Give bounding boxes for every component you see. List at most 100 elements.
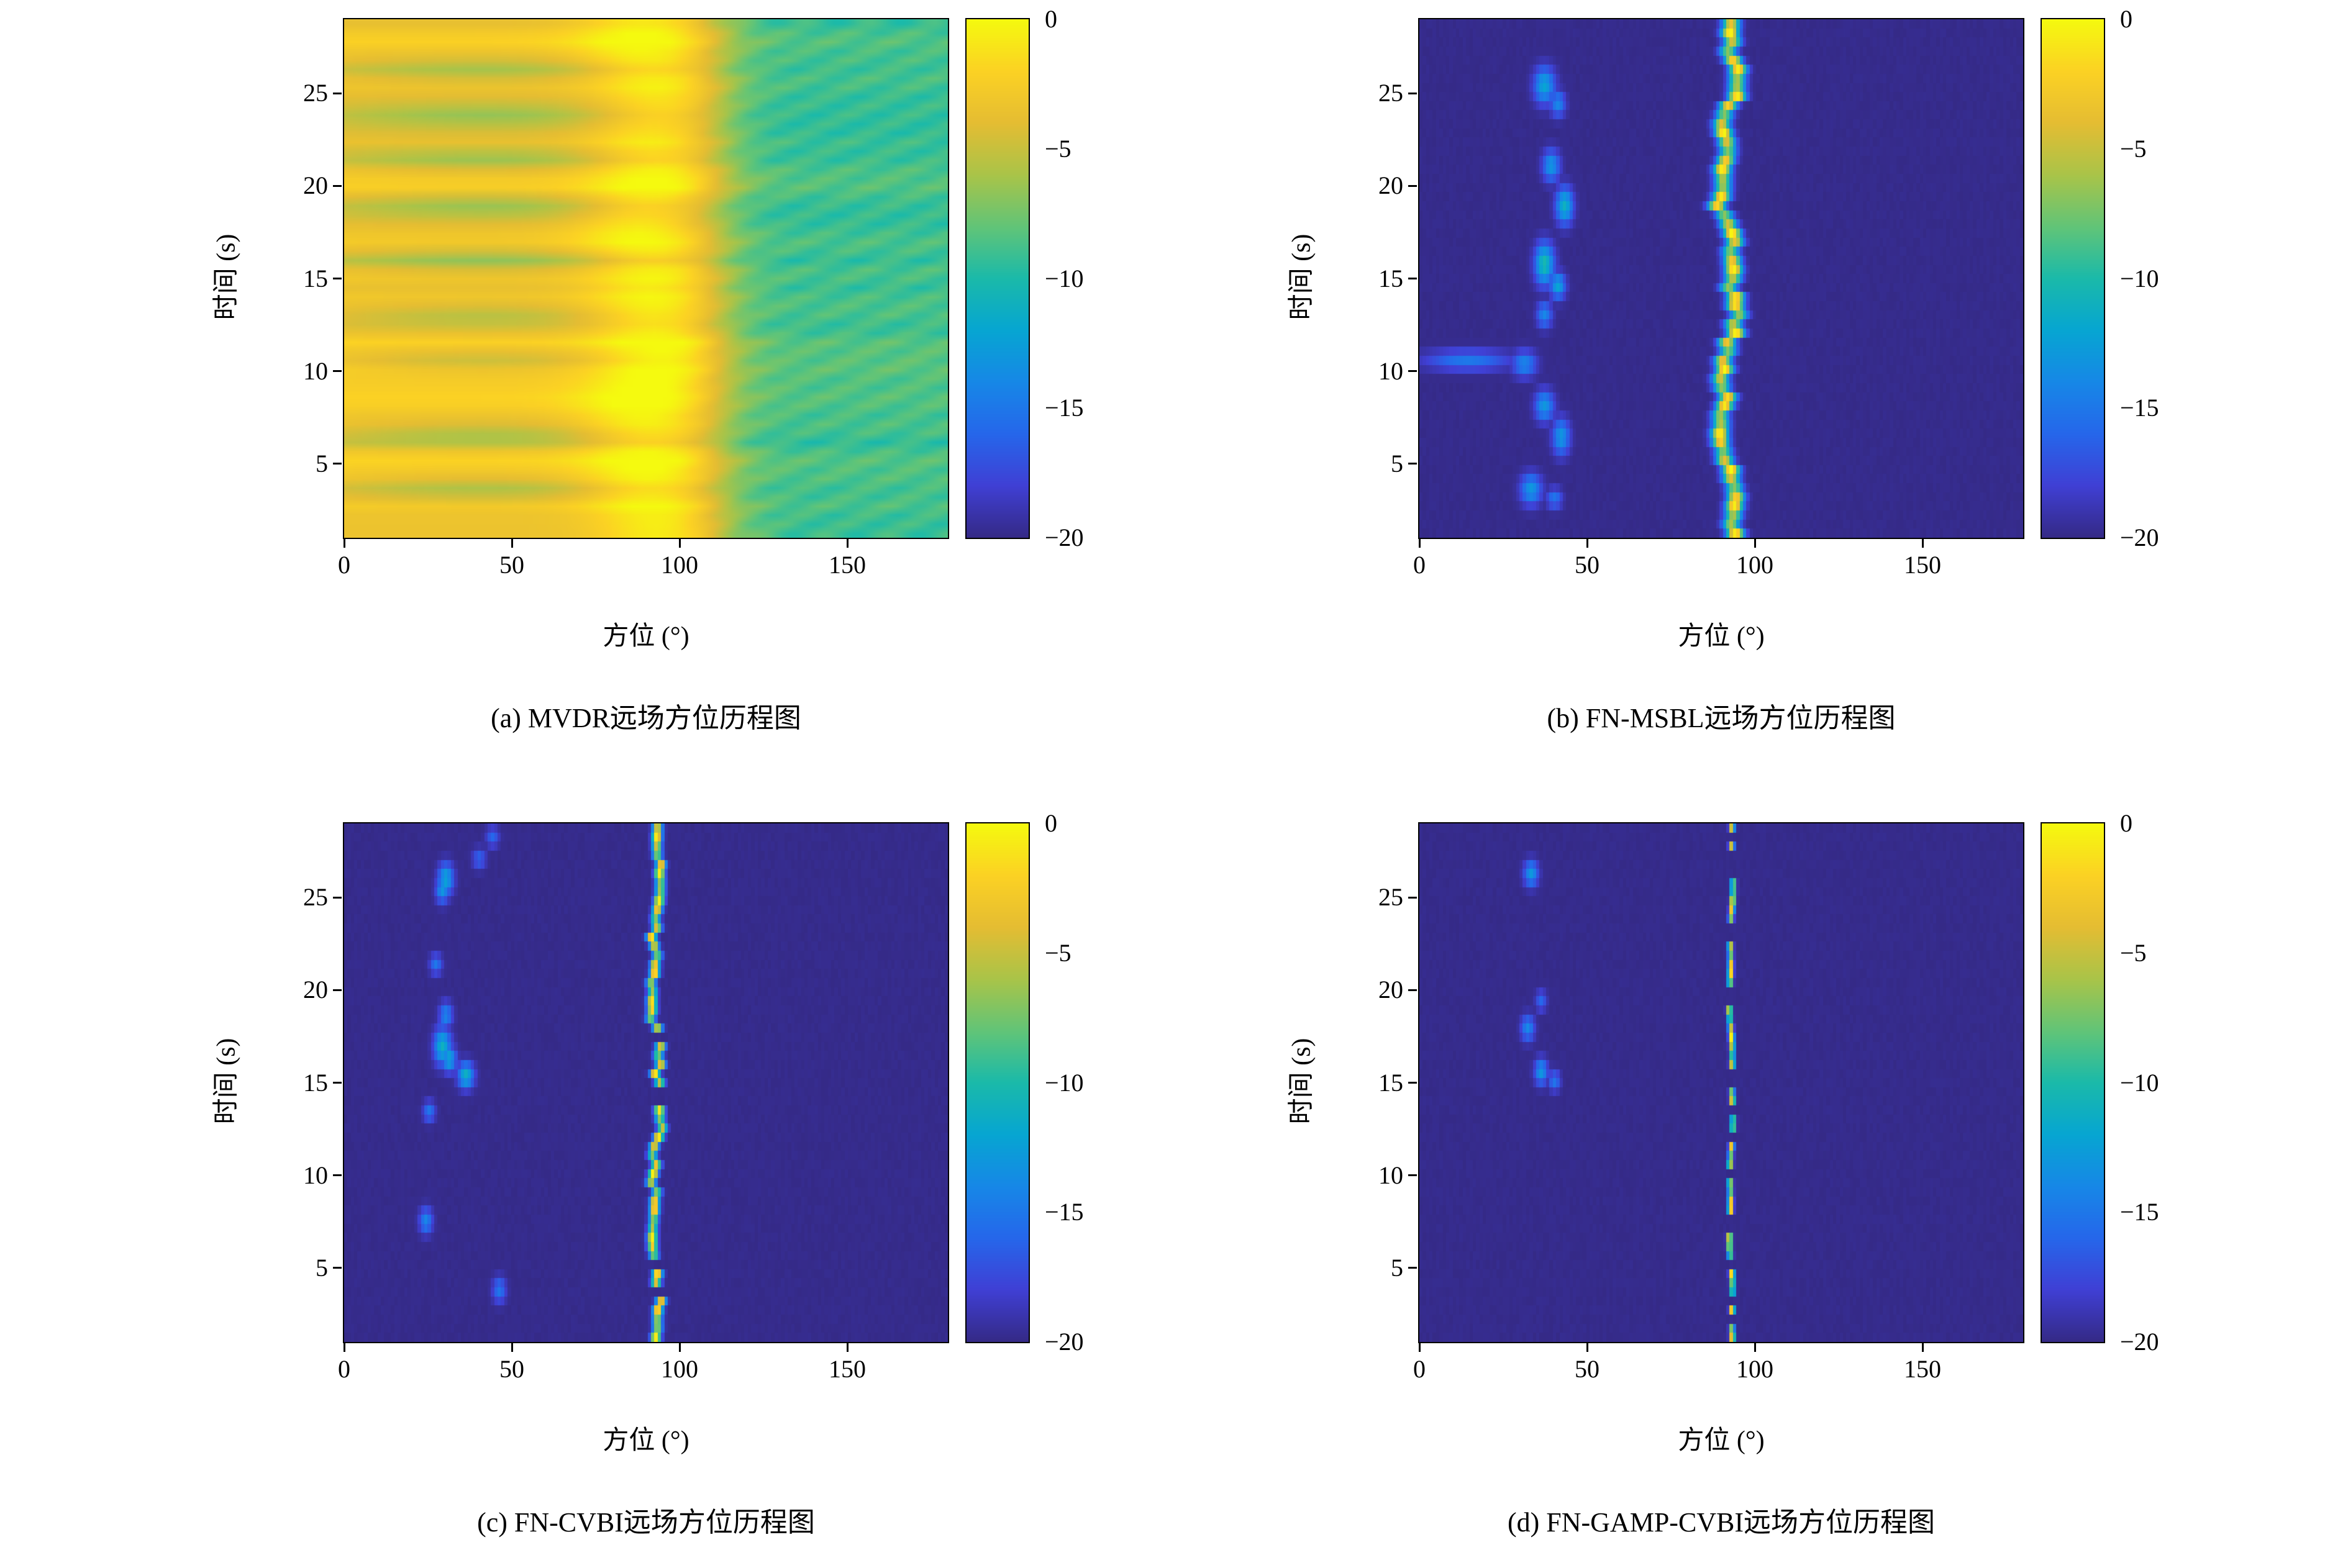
heatmap-canvas — [344, 19, 948, 538]
y-tick-label: 5 — [316, 449, 328, 478]
y-tick-label: 25 — [303, 79, 328, 107]
figure-2x2-btr-heatmaps: 时间 (s) 方位 (°) (a) MVDR远场方位历程图 0 50 100 150 5… — [0, 0, 2249, 1538]
y-tick-label: 25 — [303, 883, 328, 912]
y-tick-mark — [333, 278, 342, 279]
y-tick-label: 20 — [1378, 976, 1403, 1004]
colorbar — [965, 822, 1030, 1343]
heatmap-plot-area — [343, 18, 949, 539]
y-tick-mark — [1408, 1267, 1417, 1269]
colorbar-tick-label: −10 — [2120, 264, 2159, 292]
heatmap-plot-area — [343, 822, 949, 1343]
panel-b-fn-msbl: 时间 (s) 方位 (°) (b) FN-MSBL远场方位历程图 0 50 100 1… — [1075, 0, 2249, 764]
colorbar-canvas — [2042, 19, 2104, 538]
y-tick-mark — [333, 370, 342, 373]
y-tick-mark — [1408, 463, 1417, 465]
y-tick-mark — [333, 1082, 342, 1084]
x-tick-mark — [511, 539, 513, 548]
x-tick-mark — [343, 539, 345, 548]
colorbar-tick-label: −15 — [2120, 394, 2159, 422]
y-tick-mark — [1408, 989, 1417, 991]
y-tick-label: 10 — [303, 1161, 328, 1189]
panel-caption: (b) FN-MSBL远场方位历程图 — [1547, 703, 1896, 733]
y-tick-mark — [333, 896, 342, 899]
colorbar-tick-label: −5 — [2120, 134, 2147, 163]
x-tick-label: 0 — [1413, 551, 1426, 579]
y-tick-label: 10 — [1378, 356, 1403, 385]
heatmap-plot-area — [1418, 822, 2024, 1343]
panel-caption: (c) FN-CVBI远场方位历程图 — [477, 1507, 815, 1538]
y-tick-mark — [333, 989, 342, 991]
y-tick-mark — [1408, 184, 1417, 187]
x-tick-mark — [678, 539, 681, 548]
panel-caption: (a) MVDR远场方位历程图 — [491, 703, 801, 733]
y-tick-label: 5 — [316, 1253, 328, 1282]
x-tick-label: 50 — [499, 1355, 524, 1383]
x-tick-label: 0 — [338, 551, 350, 579]
x-tick-mark — [343, 1343, 345, 1352]
x-tick-label: 150 — [829, 551, 866, 579]
x-tick-label: 50 — [499, 551, 524, 579]
y-tick-mark — [1408, 370, 1417, 373]
x-tick-label: 150 — [829, 1355, 866, 1383]
y-tick-label: 10 — [303, 356, 328, 385]
colorbar — [2041, 822, 2105, 1343]
y-tick-label: 20 — [1378, 171, 1403, 200]
colorbar-canvas — [967, 19, 1029, 538]
colorbar-tick-label: −15 — [1045, 1198, 1084, 1226]
colorbar-tick-label: −5 — [1045, 134, 1072, 163]
y-tick-mark — [333, 1267, 342, 1269]
colorbar-tick-label: −10 — [2120, 1068, 2159, 1097]
x-tick-label: 100 — [661, 1355, 698, 1383]
x-axis-label: 方位 (°) — [603, 622, 689, 651]
y-tick-label: 25 — [1378, 883, 1403, 912]
y-tick-label: 20 — [303, 171, 328, 200]
heatmap-canvas — [344, 823, 948, 1342]
y-tick-label: 25 — [1378, 79, 1403, 107]
y-tick-mark — [333, 1174, 342, 1177]
x-tick-mark — [1418, 1343, 1421, 1352]
x-tick-mark — [1418, 539, 1421, 548]
colorbar — [2041, 18, 2105, 539]
colorbar-tick-label: −5 — [2120, 938, 2147, 967]
colorbar-tick-label: 0 — [2120, 809, 2132, 837]
y-tick-label: 10 — [1378, 1161, 1403, 1189]
colorbar-tick-label: −10 — [1045, 1068, 1084, 1097]
x-tick-label: 100 — [661, 551, 698, 579]
x-tick-mark — [678, 1343, 681, 1352]
colorbar-tick-label: −20 — [1045, 1328, 1084, 1356]
x-tick-label: 100 — [1736, 551, 1773, 579]
x-tick-mark — [511, 1343, 513, 1352]
x-tick-label: 0 — [1413, 1355, 1426, 1383]
x-axis-label: 方位 (°) — [1678, 1426, 1765, 1455]
y-tick-label: 20 — [303, 976, 328, 1004]
y-tick-mark — [1408, 896, 1417, 899]
colorbar-tick-label: 0 — [1045, 5, 1057, 33]
colorbar-tick-label: 0 — [1045, 809, 1057, 837]
colorbar-canvas — [967, 823, 1029, 1342]
panel-c-fn-cvbi: 时间 (s) 方位 (°) (c) FN-CVBI远场方位历程图 0 50 100 1… — [0, 804, 1174, 1568]
y-tick-mark — [1408, 278, 1417, 279]
y-tick-label: 15 — [303, 1068, 328, 1097]
y-tick-label: 5 — [1391, 449, 1403, 478]
y-tick-mark — [333, 92, 342, 94]
panel-caption: (d) FN-GAMP-CVBI远场方位历程图 — [1507, 1507, 1936, 1538]
x-tick-mark — [1586, 1343, 1588, 1352]
x-tick-mark — [1921, 539, 1924, 548]
colorbar-tick-label: −20 — [2120, 1328, 2159, 1356]
x-tick-mark — [1921, 1343, 1924, 1352]
colorbar-tick-label: −5 — [1045, 938, 1072, 967]
x-tick-label: 150 — [1904, 1355, 1941, 1383]
x-tick-label: 50 — [1575, 1355, 1599, 1383]
x-tick-mark — [846, 1343, 849, 1352]
panel-a-mvdr: 时间 (s) 方位 (°) (a) MVDR远场方位历程图 0 50 100 150 5… — [0, 0, 1174, 764]
x-axis-label: 方位 (°) — [603, 1426, 689, 1455]
y-tick-label: 15 — [1378, 264, 1403, 292]
y-tick-label: 15 — [303, 264, 328, 292]
colorbar-tick-label: −20 — [1045, 523, 1084, 551]
heatmap-canvas — [1419, 19, 2023, 538]
y-tick-label: 15 — [1378, 1068, 1403, 1097]
x-tick-label: 50 — [1575, 551, 1599, 579]
y-tick-label: 5 — [1391, 1253, 1403, 1282]
colorbar-tick-label: −15 — [1045, 394, 1084, 422]
